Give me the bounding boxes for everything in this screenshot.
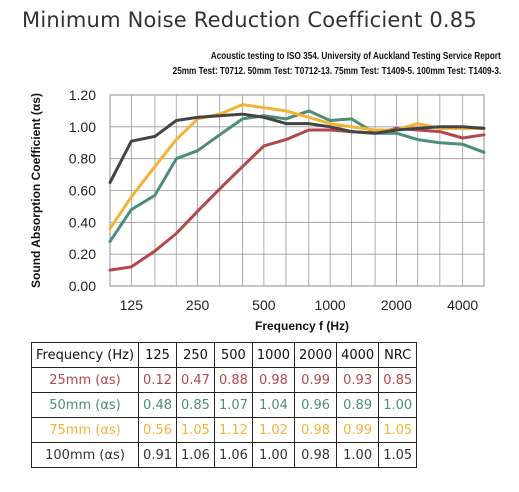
table-cell: 0.88	[213, 367, 253, 393]
table-cell: 0.48	[138, 392, 177, 418]
table-row-label: 50mm (αs)	[30, 392, 140, 418]
y-tick-label: 0.00	[69, 278, 96, 294]
absorption-data-table: Frequency (Hz) 125 250 500 1000 2000 4000 NRC 2…	[30, 342, 418, 468]
table-cell: 1.05	[378, 417, 418, 443]
table-cell: 1.04	[251, 392, 296, 418]
table-cell: 0.85	[378, 367, 418, 393]
table-row: 75mm (αs) 0.56 1.05 1.12 1.02 0.98 0.99 1.05	[30, 417, 418, 443]
x-tick-label: 1000	[315, 297, 346, 313]
y-tick-label: 0.20	[69, 246, 96, 262]
chart-subtitle-line-1: Acoustic testing to ISO 354. University …	[211, 50, 501, 62]
table-cell: 1.02	[251, 417, 296, 443]
table-cell: 0.47	[176, 367, 215, 393]
table-cell: 1.00	[378, 392, 418, 418]
table-body: 25mm (αs) 0.12 0.47 0.88 0.98 0.99 0.93 0.85 50m…	[30, 367, 418, 468]
table-cell: 0.93	[336, 367, 380, 393]
x-tick-label: 2000	[381, 297, 412, 313]
table-cell: 0.99	[293, 367, 338, 393]
table-header-cell: 4000	[336, 342, 380, 368]
y-axis-label: Sound Absorption Coefficient (αs)	[29, 93, 43, 288]
table-cell: 0.85	[176, 392, 215, 418]
table-cell: 0.98	[251, 367, 296, 393]
x-tick-label: 125	[120, 297, 144, 313]
table-header-cell: Frequency (Hz)	[30, 342, 140, 368]
table-row: 100mm (αs) 0.91 1.06 1.06 1.00 0.98 1.00 1.05	[30, 442, 418, 468]
table-cell: 1.06	[213, 442, 253, 468]
y-tick-label: 0.40	[69, 214, 96, 230]
table-header-cell: 2000	[293, 342, 338, 368]
table-cell: 1.12	[213, 417, 253, 443]
series-line-25mm	[108, 126, 486, 272]
table-row-label: 75mm (αs)	[30, 417, 140, 443]
table-row: 50mm (αs) 0.48 0.85 1.07 1.04 0.96 0.89 1.00	[30, 392, 418, 418]
table-cell: 1.00	[336, 442, 380, 468]
y-tick-label: 0.60	[69, 183, 96, 199]
chart-title: Minimum Noise Reduction Coefficient 0.85	[22, 8, 477, 32]
table-header-cell: 250	[176, 342, 215, 368]
table-cell: 1.07	[213, 392, 253, 418]
table-cell: 0.12	[138, 367, 177, 393]
table-cell: 1.05	[176, 417, 215, 443]
table-header-cell: 1000	[251, 342, 296, 368]
table-header-cell: 125	[138, 342, 177, 368]
table-cell: 0.56	[138, 417, 177, 443]
y-tick-label: 1.00	[69, 119, 96, 135]
table-cell: 0.96	[293, 392, 338, 418]
table-row: 25mm (αs) 0.12 0.47 0.88 0.98 0.99 0.93 0.85	[30, 367, 418, 393]
line-chart: 0.00 0.20 0.40 0.60 0.80 1.00 1.20 125 250 500 100…	[29, 87, 486, 333]
y-tick-label: 0.80	[69, 151, 96, 167]
table-header-cell: NRC	[378, 342, 418, 368]
table-header-row: Frequency (Hz) 125 250 500 1000 2000 4000 NRC	[30, 342, 418, 368]
chart-subtitle-line-2: 25mm Test: T0712. 50mm Test: T0712-13. 7…	[172, 65, 501, 77]
table-cell: 0.91	[138, 442, 177, 468]
table-cell: 0.99	[336, 417, 380, 443]
table-row-label: 100mm (αs)	[30, 442, 140, 468]
x-axis-label: Frequency f (Hz)	[255, 319, 349, 333]
table-cell: 1.06	[176, 442, 215, 468]
table-cell: 0.98	[293, 417, 338, 443]
table-header-cell: 500	[213, 342, 253, 368]
table-cell: 1.00	[251, 442, 296, 468]
table-cell: 0.98	[293, 442, 338, 468]
table-row-label: 25mm (αs)	[30, 367, 140, 393]
series-line-100mm	[108, 112, 486, 184]
series-line-75mm	[108, 103, 486, 231]
x-tick-label: 500	[252, 297, 276, 313]
x-tick-label: 4000	[447, 297, 478, 313]
table-cell: 0.89	[336, 392, 380, 418]
table-cell: 1.05	[378, 442, 418, 468]
x-tick-label: 250	[186, 297, 210, 313]
y-tick-label: 1.20	[69, 87, 96, 103]
